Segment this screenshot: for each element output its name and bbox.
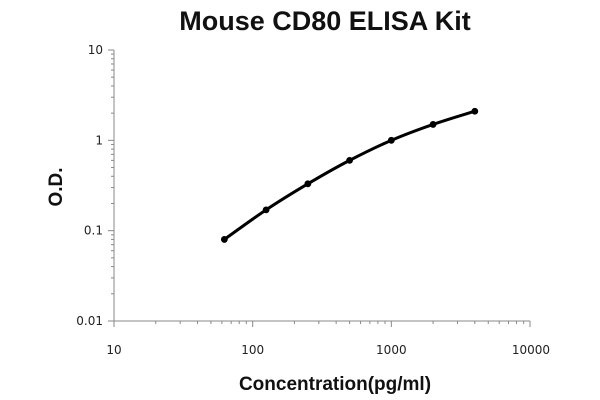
y-tick-label: 0.01: [76, 314, 103, 328]
y-tick-label: 0.1: [84, 224, 103, 238]
chart-title: Mouse CD80 ELISA Kit: [179, 6, 471, 36]
x-tick-label: 1000: [376, 343, 407, 357]
x-tick-label: 10: [106, 343, 121, 357]
data-point: [471, 107, 479, 115]
x-tick-label: 10000: [512, 343, 550, 357]
y-tick-label: 1: [95, 133, 103, 147]
data-point: [429, 121, 437, 128]
axes: [108, 49, 531, 327]
data-point: [220, 236, 228, 243]
y-axis-label: O.D.: [46, 167, 67, 206]
data-series: [220, 107, 479, 243]
data-point: [387, 136, 395, 144]
y-tick-label: 10: [88, 43, 103, 57]
series-line: [222, 109, 477, 241]
data-point: [262, 206, 270, 214]
x-tick-label: 100: [241, 343, 264, 357]
data-point: [304, 180, 312, 188]
tick-labels: 0.01 0.1 1 10 10 100 1000 10000: [76, 43, 550, 357]
data-point: [346, 156, 353, 164]
x-axis-label: Concentration(pg/ml): [239, 374, 431, 395]
